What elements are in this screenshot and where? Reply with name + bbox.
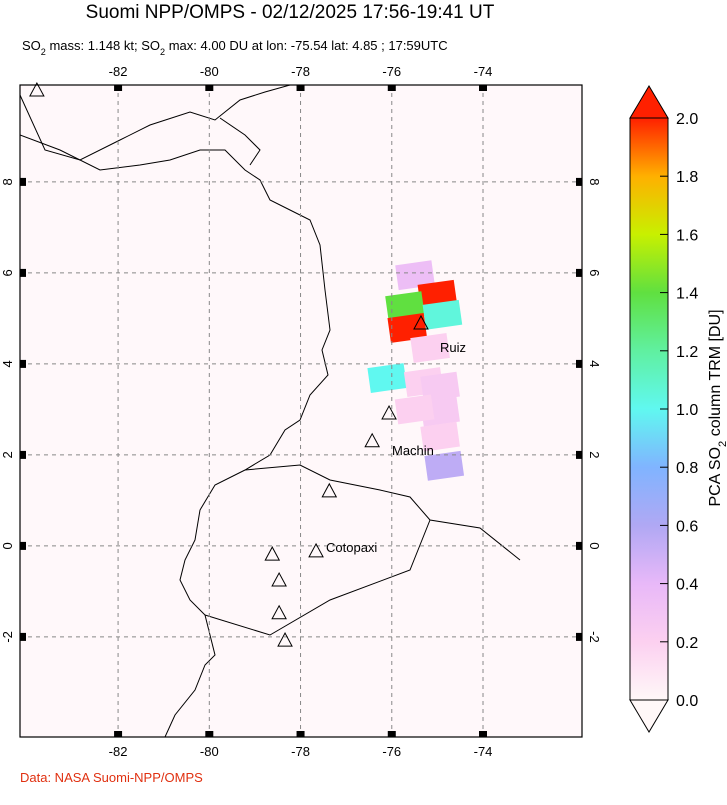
colorbar-over xyxy=(629,85,669,119)
volcano-label: Machin xyxy=(392,443,434,458)
lon-label: -80 xyxy=(200,64,219,79)
text-part: SO xyxy=(22,38,41,53)
colorbar-label: 1.4 xyxy=(676,286,698,303)
colorbar-label: 0.0 xyxy=(676,693,698,710)
lat-label: 0 xyxy=(587,542,602,549)
colorbar-title: PCA SO2 column TRM [DU] xyxy=(707,309,727,506)
so2-pixel xyxy=(410,333,450,363)
lat-label: 0 xyxy=(0,542,15,549)
colorbar-label: 1.0 xyxy=(676,402,698,419)
coastline xyxy=(20,85,291,161)
so2-layer xyxy=(367,260,465,481)
so2-pixel xyxy=(395,260,435,291)
text-part: column TRM [DU] xyxy=(707,309,724,440)
lat-label: 4 xyxy=(587,360,602,367)
volcano xyxy=(321,482,338,498)
volcano xyxy=(29,81,45,97)
lat-label: 2 xyxy=(587,451,602,458)
colorbar-label: 0.2 xyxy=(676,635,698,652)
lon-label: -82 xyxy=(109,64,128,79)
volcanoes: Ruiz Machin Cotopaxi xyxy=(29,81,466,647)
volcano xyxy=(364,432,380,448)
colorbar: 0.0 0.2 0.4 0.6 0.8 1.0 1.2 1.4 1.6 1.8 2.0 xyxy=(629,85,698,733)
volcano-label: Cotopaxi xyxy=(326,540,377,555)
lat-label: 8 xyxy=(0,178,15,185)
text-part: mass: 1.148 kt; SO xyxy=(46,38,160,53)
border xyxy=(244,464,521,561)
colorbar-under xyxy=(629,699,669,733)
so2-pixel xyxy=(394,394,435,425)
lon-label: -76 xyxy=(382,64,401,79)
lat-label: 6 xyxy=(0,269,15,276)
border xyxy=(219,117,261,166)
colorbar-label: 0.8 xyxy=(676,460,698,477)
lon-label: -78 xyxy=(291,64,310,79)
volcano-label: Ruiz xyxy=(440,340,466,355)
lon-label: -74 xyxy=(474,744,493,759)
volcano xyxy=(271,604,287,620)
lon-label: -74 xyxy=(474,64,493,79)
subscript: 2 xyxy=(717,441,727,447)
lat-label: 8 xyxy=(587,178,602,185)
plot-frame xyxy=(19,84,583,738)
so2-pixel xyxy=(420,421,460,452)
colorbar-label: 0.6 xyxy=(676,518,698,535)
lat-label: -2 xyxy=(587,631,602,643)
text-part: PCA SO xyxy=(707,447,724,507)
so2-pixel xyxy=(420,371,460,402)
colorbar-label: 1.8 xyxy=(676,169,698,186)
colorbar-label: 1.2 xyxy=(676,344,698,361)
subtitle: SO2 mass: 1.148 kt; SO2 max: 4.00 DU at … xyxy=(22,38,448,57)
so2-pixel xyxy=(367,363,408,393)
title: Suomi NPP/OMPS - 02/12/2025 17:56-19:41 … xyxy=(86,2,495,23)
subscript: 2 xyxy=(160,47,165,57)
coastlines xyxy=(20,85,521,737)
lat-label: 4 xyxy=(0,360,15,367)
so2-pixel xyxy=(422,299,463,330)
volcano xyxy=(277,632,293,647)
colorbar-label: 0.4 xyxy=(676,577,698,594)
volcano xyxy=(271,571,287,587)
grid: -82 -82 -80 -80 -78 -78 -76 -76 -74 -74 -2 -2 0 0 2 2 4 4… xyxy=(0,64,602,759)
volcano xyxy=(381,404,397,420)
volcano xyxy=(413,314,429,330)
colorbar-label: 2.0 xyxy=(676,111,698,128)
so2-pixel xyxy=(385,291,425,322)
lat-label: 6 xyxy=(587,269,602,276)
border xyxy=(204,519,431,636)
lat-label: 2 xyxy=(0,451,15,458)
subscript: 2 xyxy=(41,47,46,57)
lon-label: -76 xyxy=(382,744,401,759)
plot-area xyxy=(20,85,582,737)
volcano xyxy=(264,546,281,561)
lon-label: -78 xyxy=(291,744,310,759)
so2-pixel xyxy=(387,313,428,343)
text-part: max: 4.00 DU at lon: -75.54 lat: 4.85 ; … xyxy=(165,38,448,53)
so2-pixel xyxy=(424,450,465,481)
lon-label: -80 xyxy=(200,744,219,759)
coastline xyxy=(20,134,331,737)
volcano xyxy=(308,542,324,558)
lat-label: -2 xyxy=(0,631,15,643)
credit: Data: NASA Suomi-NPP/OMPS xyxy=(20,770,203,785)
colorbar-label: 1.6 xyxy=(676,227,698,244)
lon-label: -82 xyxy=(109,744,128,759)
